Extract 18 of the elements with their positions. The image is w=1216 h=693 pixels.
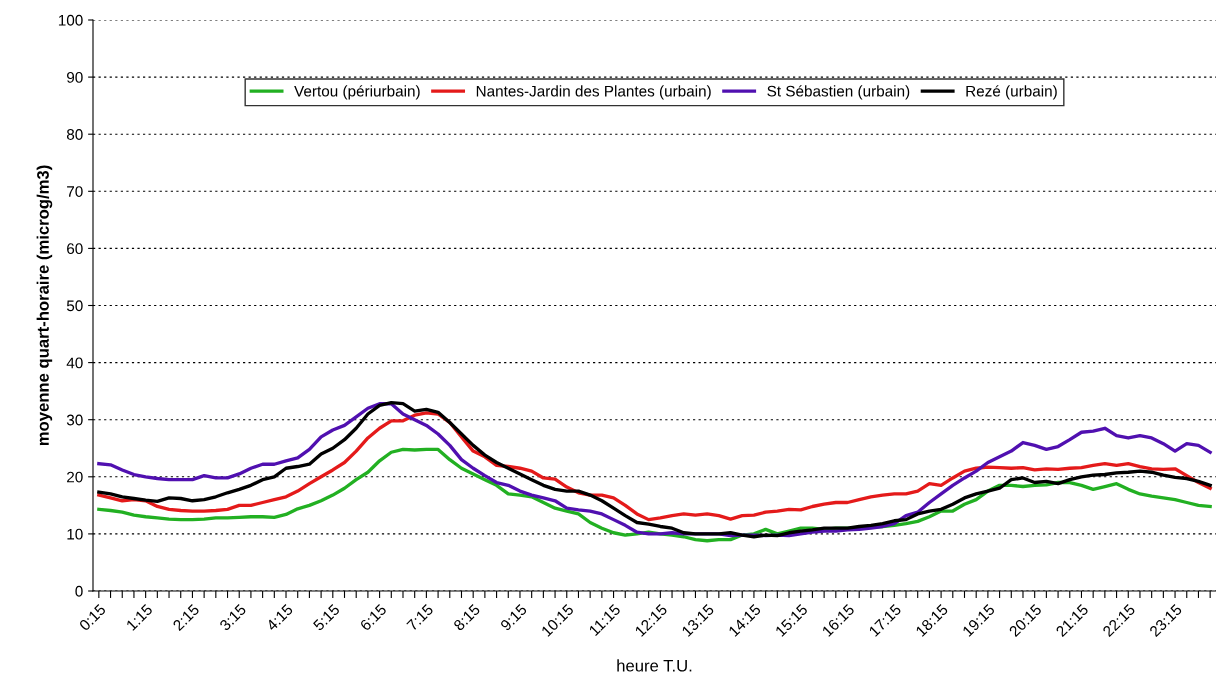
y-tick-label: 20 <box>67 471 83 483</box>
y-tick-label: 30 <box>66 414 83 426</box>
y-axis-title: moyenne quart-horaire (microg/m3) <box>36 165 53 446</box>
legend-label: St Sébastien (urbain) <box>767 85 910 100</box>
y-tick-label: 50 <box>66 300 83 312</box>
legend-label: Nantes-Jardin des Plantes (urbain) <box>476 85 711 100</box>
y-tick-label: 40 <box>66 357 83 369</box>
x-axis-title: heure T.U. <box>617 659 692 672</box>
y-tick-label: 80 <box>66 129 83 140</box>
y-tick-label: 60 <box>67 243 83 255</box>
y-tick-label: 90 <box>67 71 83 83</box>
y-tick-label: 70 <box>67 186 83 197</box>
line-series <box>97 411 1212 522</box>
y-tick-label: 0 <box>75 585 83 597</box>
legend-label: Rezé (urbain) <box>966 85 1057 100</box>
y-tick-label: 100 <box>58 14 83 26</box>
y-tick-label: 10 <box>67 528 83 540</box>
legend-label: Vertou (périurbain) <box>294 85 420 100</box>
